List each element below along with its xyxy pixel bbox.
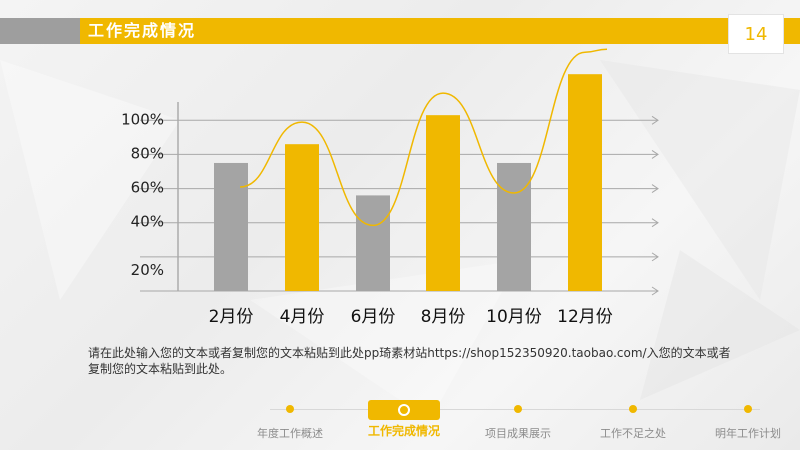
nav-label: 年度工作概述 (257, 427, 323, 440)
nav-item-next-year-plan[interactable]: 明年工作计划 (688, 395, 800, 441)
gridline-arrow (651, 252, 659, 262)
y-tick-label: 80% (131, 144, 164, 162)
nav-item-project-results[interactable]: 项目成果展示 (458, 395, 578, 441)
bar-chart: 20% 40% 60% 80% 100% 2月份 4月份 6月份 8月份 10月份 12月份 (121, 48, 659, 327)
y-tick-label: 100% (121, 110, 164, 128)
header-bar (80, 18, 800, 44)
section-nav: 年度工作概述 工作完成情况 项目成果展示 工作不足之处 明年工作计划 (0, 395, 800, 450)
bar (568, 74, 602, 291)
nav-dot (514, 405, 522, 413)
nav-label: 工作完成情况 (367, 424, 440, 438)
bar (497, 162, 531, 291)
nav-label: 工作不足之处 (600, 427, 666, 440)
nav-item-annual-overview[interactable]: 年度工作概述 (230, 395, 350, 441)
header-accent-gray (0, 18, 80, 44)
page-number: 14 (728, 14, 784, 54)
y-tick-label: 40% (131, 213, 164, 231)
y-tick-label: 60% (131, 179, 164, 197)
bar (285, 144, 319, 291)
x-tick-label: 2月份 (209, 307, 254, 327)
gridline-arrow (651, 286, 659, 296)
x-tick-label: 4月份 (280, 307, 325, 327)
page-title: 工作完成情况 (88, 21, 197, 40)
y-tick-label: 20% (131, 261, 164, 279)
x-tick-label: 6月份 (351, 307, 396, 327)
nav-label: 明年工作计划 (715, 427, 781, 440)
nav-label: 项目成果展示 (485, 427, 551, 440)
description-text: 请在此处输入您的文本或者复制您的文本粘贴到此处pp琦素材站https://sho… (88, 346, 731, 376)
nav-dot (286, 405, 294, 413)
bar (356, 195, 390, 291)
nav-dot (744, 405, 752, 413)
gridline-arrow (651, 218, 659, 228)
x-tick-label: 10月份 (486, 307, 542, 327)
gridline-arrow (651, 115, 659, 125)
nav-item-shortcomings[interactable]: 工作不足之处 (573, 395, 693, 441)
gridline-arrow (651, 184, 659, 193)
x-tick-label: 12月份 (557, 307, 613, 327)
bar (426, 115, 460, 292)
nav-dot (629, 405, 637, 413)
nav-item-work-completion[interactable]: 工作完成情况 (344, 395, 464, 439)
trend-line (239, 48, 608, 227)
nav-active-tab (368, 400, 440, 420)
x-tick-label: 8月份 (421, 307, 466, 327)
gridline-arrow (651, 150, 659, 159)
bar (214, 162, 248, 291)
